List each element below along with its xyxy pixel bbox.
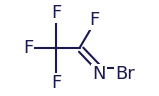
Text: Br: Br bbox=[115, 65, 135, 83]
Text: F: F bbox=[89, 11, 100, 29]
Text: N: N bbox=[92, 65, 106, 83]
Text: F: F bbox=[51, 4, 61, 22]
Text: F: F bbox=[51, 74, 61, 92]
Text: F: F bbox=[23, 39, 34, 57]
